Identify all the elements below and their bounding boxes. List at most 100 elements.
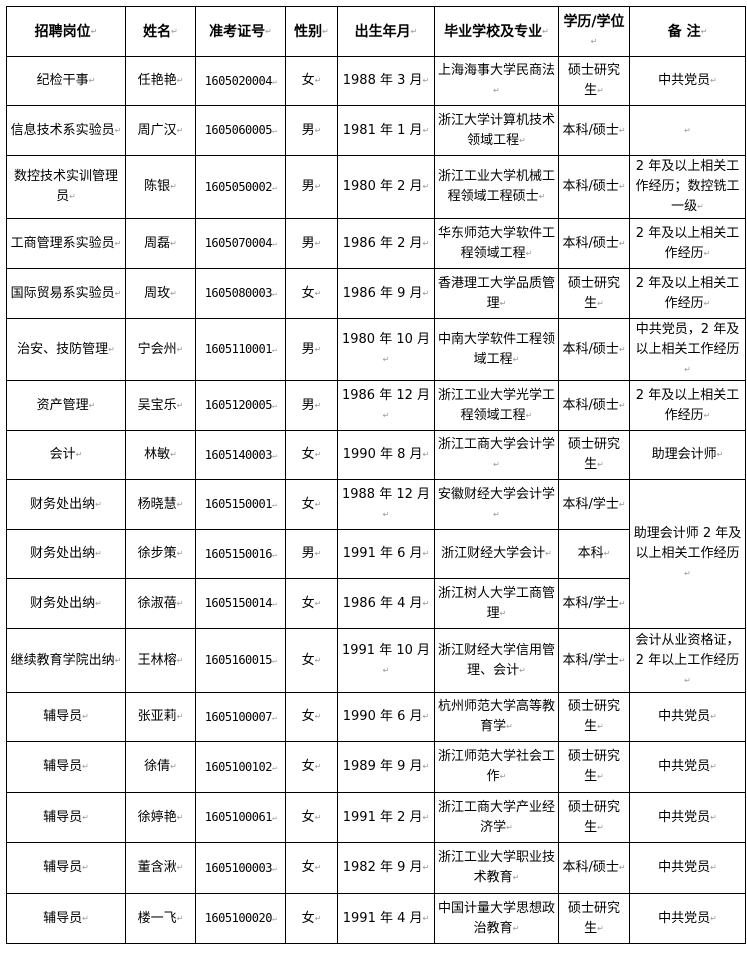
birth-text: 1990 年 6 月 [343,709,429,724]
gender-text: 女 [302,286,322,301]
degree-text: 硕士研究生 [568,699,620,734]
cell-degree: 硕士研究生 [558,741,630,793]
cell-birth: 1982 年 9 月 [337,842,435,894]
exam-id-text: 1605160015 [205,653,277,667]
position-text: 信息技术系实验员 [11,123,122,138]
recruitment-table: 招聘岗位 姓名 准考证号 性别 出生年月 毕业学校及专业学历/学位 备 注 纪检干事 任艳艳 1… [6,6,746,944]
cell-birth: 1988 年 3 月 [337,56,435,106]
table-row: 资产管理 吴宝乐 1605120005 男 1986 年 12 月浙江工业大学光学工程领… [6,380,746,431]
position-text: 工商管理系实验员 [11,236,122,251]
cell-birth: 1991 年 10 月 [337,628,435,693]
cell-exam-id: 1605150016 [195,529,286,579]
degree-text: 本科/学士 [562,596,625,611]
name-text: 任艳艳 [138,73,184,88]
cell-degree: 本科/学士 [558,479,630,530]
cell-school: 浙江工商大学产业经济学 [434,792,559,843]
header-degree: 学历/学位 [558,6,630,57]
exam-id-text: 1605140003 [205,448,277,462]
name-text: 林敏 [144,447,177,462]
remark-text: 中共党员 [658,709,717,724]
cell-position: 辅导员 [6,893,126,944]
remark-text: 助理会计师 2 年及以上相关工作经历 [634,526,742,581]
cell-position: 财务处出纳 [6,479,126,530]
cell-name: 徐步策 [125,529,196,579]
birth-text: 1990 年 8 月 [343,447,429,462]
birth-text: 1991 年 6 月 [343,546,429,561]
header-label: 备 注 [668,24,708,40]
cell-position: 财务处出纳 [6,578,126,629]
cell-name: 周玫 [125,268,196,319]
table-row: 辅导员 张亚莉 1605100007 女 1990 年 6 月杭州师范大学高等教育学硕士… [6,692,746,742]
cell-gender: 女 [285,56,338,106]
remark-text: 2 年及以上相关工作经历 [636,276,739,311]
cell-birth: 1986 年 4 月 [337,578,435,629]
cell-remark: 中共党员 [629,692,746,742]
remark-text: 2 年及以上相关工作经历 [636,388,739,423]
cell-exam-id: 1605100003 [195,842,286,894]
cell-exam-id: 1605070004 [195,218,286,269]
exam-id-text: 1605150001 [205,497,277,511]
school-text: 浙江大学计算机技术领域工程 [438,113,555,148]
position-text: 财务处出纳 [30,546,102,561]
gender-text: 男 [302,236,322,251]
cell-name: 徐婷艳 [125,792,196,843]
gender-text: 女 [302,810,322,825]
position-text: 辅导员 [43,759,89,774]
name-text: 张亚莉 [138,709,184,724]
gender-text: 男 [302,546,322,561]
degree-text: 本科/硕士 [562,342,625,357]
cell-name: 董含湫 [125,842,196,894]
name-text: 宁会州 [138,342,184,357]
table-row: 辅导员 楼一飞 1605100020 女 1991 年 4 月中国计量大学思想政治教育硕… [6,893,746,944]
birth-text: 1991 年 4 月 [343,911,429,926]
exam-id-text: 1605100007 [205,710,277,724]
cell-birth: 1986 年 2 月 [337,218,435,269]
cell-exam-id: 1605150014 [195,578,286,629]
remark-text: 助理会计师 [652,447,724,462]
cell-gender: 女 [285,268,338,319]
exam-id-text: 1605100061 [205,810,277,824]
cell-gender: 女 [285,741,338,793]
cell-school: 中南大学软件工程领域工程 [434,318,559,381]
cell-position: 会计 [6,430,126,480]
birth-text: 1988 年 12 月 [342,487,430,522]
cell-birth: 1980 年 2 月 [337,155,435,219]
table-row: 信息技术系实验员 周广汉 1605060005 男 1981 年 1 月浙江大学计算机技… [6,105,746,156]
cell-exam-id: 1605100102 [195,741,286,793]
table-row: 国际贸易系实验员 周玫 1605080003 女 1986 年 9 月香港理工大学品质管… [6,268,746,319]
birth-text: 1980 年 2 月 [343,179,429,194]
school-text: 浙江财经大学会计 [441,546,552,561]
table-row: 纪检干事 任艳艳 1605020004 女 1988 年 3 月上海海事大学民商法硕士研… [6,56,746,106]
table-row: 治安、技防管理 宁会州 1605110001 男 1980 年 10 月中南大学软件工程… [6,318,746,381]
cell-gender: 女 [285,430,338,480]
cell-position: 工商管理系实验员 [6,218,126,269]
table-row: 辅导员 徐倩 1605100102 女 1989 年 9 月浙江师范大学社会工作硕士研究… [6,741,746,793]
cell-degree: 本科/硕士 [558,380,630,431]
gender-text: 女 [302,759,322,774]
gender-text: 男 [302,179,322,194]
position-text: 国际贸易系实验员 [11,286,122,301]
degree-text: 本科/硕士 [562,123,625,138]
cell-degree: 硕士研究生 [558,56,630,106]
cell-remark: 2 年及以上相关工作经历 [629,380,746,431]
exam-id-text: 1605100102 [205,760,277,774]
birth-text: 1982 年 9 月 [343,860,429,875]
remark-text: 2 年及以上相关工作经历；数控铣工一级 [635,159,739,214]
cell-name: 王林榕 [125,628,196,693]
cell-position: 辅导员 [6,741,126,793]
name-text: 董含湫 [138,860,184,875]
cell-position: 继续教育学院出纳 [6,628,126,693]
position-text: 治安、技防管理 [17,342,115,357]
cell-degree: 本科 [558,529,630,579]
school-text: 浙江工业大学职业技术教育 [438,850,555,885]
birth-text: 1986 年 2 月 [343,236,429,251]
cell-degree: 本科/学士 [558,628,630,693]
cell-remark: 中共党员 [629,893,746,944]
cell-exam-id: 1605120005 [195,380,286,431]
cell-birth: 1981 年 1 月 [337,105,435,156]
cell-remark: 中共党员 [629,842,746,894]
header-name: 姓名 [125,6,196,57]
cell-school: 香港理工大学品质管理 [434,268,559,319]
cell-exam-id: 1605050002 [195,155,286,219]
gender-text: 女 [302,447,322,462]
